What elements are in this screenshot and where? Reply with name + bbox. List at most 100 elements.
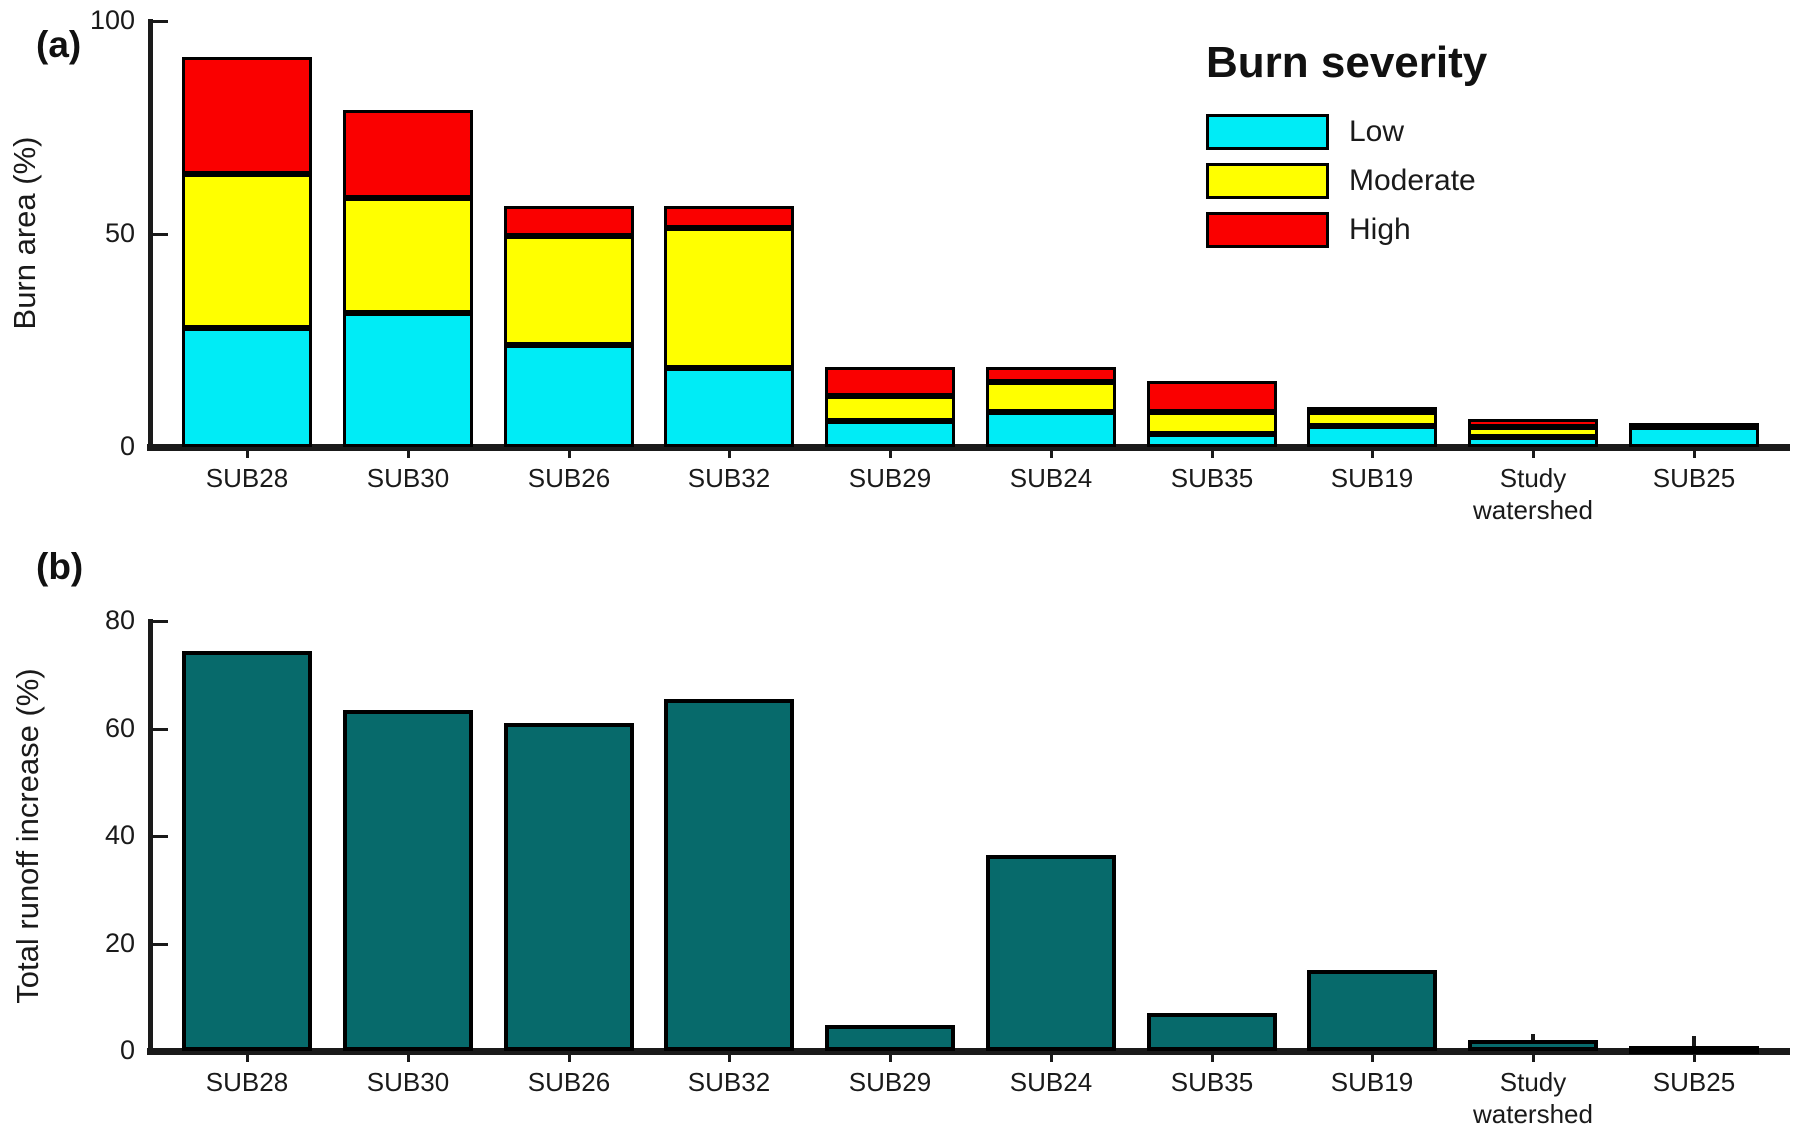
x-axis-line — [147, 1048, 1790, 1055]
x-axis-line — [147, 444, 1790, 451]
x-tick — [1371, 451, 1374, 458]
x-tick — [1050, 451, 1053, 458]
runoff-bar — [825, 1025, 955, 1051]
x-tick-label: SUB26 — [481, 1067, 657, 1099]
x-tick — [246, 1055, 249, 1062]
bar-segment-moderate — [504, 236, 634, 345]
x-tick-label: SUB32 — [641, 463, 817, 495]
x-tick — [407, 451, 410, 458]
x-tick-label-line: SUB25 — [1652, 463, 1736, 493]
x-tick-label: SUB19 — [1284, 463, 1460, 495]
x-tick — [1371, 1055, 1374, 1062]
bar-segment-moderate — [1147, 412, 1277, 435]
x-tick-label-line: Study — [1499, 463, 1567, 493]
panel-b-tag: (b) — [36, 546, 84, 587]
error-whisker — [1692, 1035, 1696, 1050]
runoff-bar — [343, 709, 473, 1051]
x-tick — [1211, 1055, 1214, 1062]
x-tick-label: SUB28 — [159, 1067, 335, 1099]
x-tick-label-line: SUB24 — [1009, 463, 1093, 493]
legend-swatch-low — [1206, 114, 1329, 150]
x-tick — [1050, 1055, 1053, 1062]
x-tick — [728, 451, 731, 458]
y-tick — [153, 942, 168, 946]
x-tick-label-line: Study — [1499, 1067, 1567, 1097]
y-tick-label: 0 — [119, 431, 135, 461]
x-tick — [407, 1055, 410, 1062]
y-tick — [153, 727, 168, 731]
runoff-bar — [986, 854, 1116, 1051]
x-tick-label: SUB30 — [320, 1067, 496, 1099]
x-tick-label-line: watershed — [1473, 494, 1593, 525]
bar-segment-low — [504, 344, 634, 447]
x-tick-label-line: SUB26 — [527, 1067, 611, 1097]
x-tick-label-line: SUB24 — [1009, 1067, 1093, 1097]
bar-segment-high — [664, 206, 794, 228]
legend-item-moderate: Moderate — [1206, 163, 1487, 199]
x-tick-label: SUB25 — [1606, 1067, 1782, 1099]
bar-segment-high — [182, 57, 312, 175]
x-tick-label-line: SUB28 — [205, 1067, 289, 1097]
x-tick — [1211, 451, 1214, 458]
bar-segment-low — [825, 420, 955, 447]
legend-item-low: Low — [1206, 114, 1487, 150]
x-tick — [246, 451, 249, 458]
bar-segment-high — [825, 367, 955, 396]
x-tick-label: SUB35 — [1124, 463, 1300, 495]
y-axis-line — [148, 619, 153, 1054]
y-tick-label: 40 — [104, 820, 135, 850]
bar-segment-high — [986, 366, 1116, 382]
bar-segment-high — [1468, 419, 1598, 428]
x-tick — [889, 1055, 892, 1062]
x-tick-label: SUB24 — [963, 1067, 1139, 1099]
legend-label-low: Low — [1349, 115, 1405, 148]
y-tick-label: 50 — [104, 218, 135, 248]
x-tick-label-line: SUB25 — [1652, 1067, 1736, 1097]
bar-segment-low — [1147, 434, 1277, 447]
bar-segment-moderate — [664, 227, 794, 369]
y-tick — [153, 835, 168, 838]
x-tick-label-line: SUB28 — [205, 463, 289, 493]
legend-label-high: High — [1349, 213, 1411, 246]
runoff-bar — [504, 723, 634, 1051]
bar-segment-moderate — [182, 174, 312, 328]
bar-segment-low — [664, 368, 794, 447]
bar-segment-moderate — [343, 197, 473, 313]
runoff-bar — [1468, 1040, 1598, 1051]
x-tick-label-line: SUB30 — [366, 463, 450, 493]
x-tick-label: SUB29 — [802, 1067, 978, 1099]
x-tick-label: SUB19 — [1284, 1067, 1460, 1099]
bar-segment-moderate — [1629, 422, 1759, 429]
panel-a-tag: (a) — [36, 24, 82, 65]
legend-title: Burn severity — [1206, 38, 1488, 87]
bar-segment-moderate — [986, 381, 1116, 412]
runoff-bar — [1307, 970, 1437, 1051]
y-tick — [153, 620, 168, 623]
legend: Burn severity Low Moderate High — [1206, 38, 1487, 261]
runoff-bar — [1629, 1045, 1759, 1054]
bar-segment-low — [986, 411, 1116, 447]
bar-segment-low — [1468, 437, 1598, 447]
x-tick-label: SUB29 — [802, 463, 978, 495]
bar-segment-moderate — [825, 395, 955, 421]
x-tick-label: SUB30 — [320, 463, 496, 495]
legend-swatch-moderate — [1206, 163, 1329, 199]
legend-label-moderate: Moderate — [1349, 164, 1476, 197]
runoff-bar — [182, 650, 312, 1051]
y-axis-line — [148, 19, 153, 450]
x-tick-label-line: SUB35 — [1170, 463, 1254, 493]
bar-segment-low — [182, 327, 312, 447]
x-tick-label: SUB32 — [641, 1067, 817, 1099]
y-tick-label: 20 — [104, 927, 135, 958]
x-tick — [1693, 1055, 1696, 1062]
x-tick-label: SUB28 — [159, 463, 335, 495]
x-tick-label: SUB35 — [1124, 1067, 1300, 1099]
x-tick-label-line: SUB26 — [527, 463, 611, 493]
bar-segment-high — [1147, 380, 1277, 413]
x-tick — [1693, 451, 1696, 458]
error-whisker — [1531, 1033, 1535, 1045]
x-tick-label-line: SUB32 — [687, 463, 771, 493]
